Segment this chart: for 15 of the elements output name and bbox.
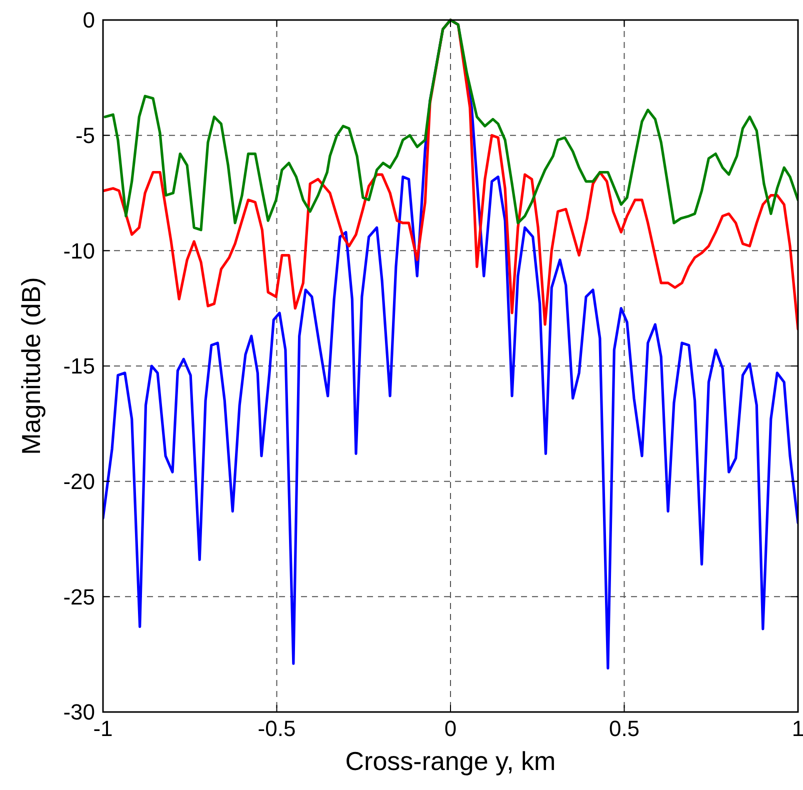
y-axis-title: Magnitude (dB) — [16, 277, 46, 455]
line-series — [104, 18, 798, 232]
y-tick-label: -15 — [63, 354, 95, 379]
y-tick-label: 0 — [82, 8, 95, 33]
y-tick-label: -25 — [63, 584, 95, 610]
x-tick-label: 0.5 — [608, 716, 640, 741]
y-tick-label: -5 — [75, 123, 95, 148]
y-tick-label: -30 — [63, 700, 95, 725]
x-tick-label: 0 — [444, 716, 457, 741]
y-tick-label: -20 — [63, 469, 95, 494]
y-tick-label: -10 — [63, 238, 95, 264]
x-tick-label: 1 — [792, 716, 803, 741]
x-tick-label: -1 — [93, 716, 113, 741]
x-tick-label: -0.5 — [258, 716, 296, 741]
x-axis-title: Cross-range y, km — [345, 746, 556, 776]
